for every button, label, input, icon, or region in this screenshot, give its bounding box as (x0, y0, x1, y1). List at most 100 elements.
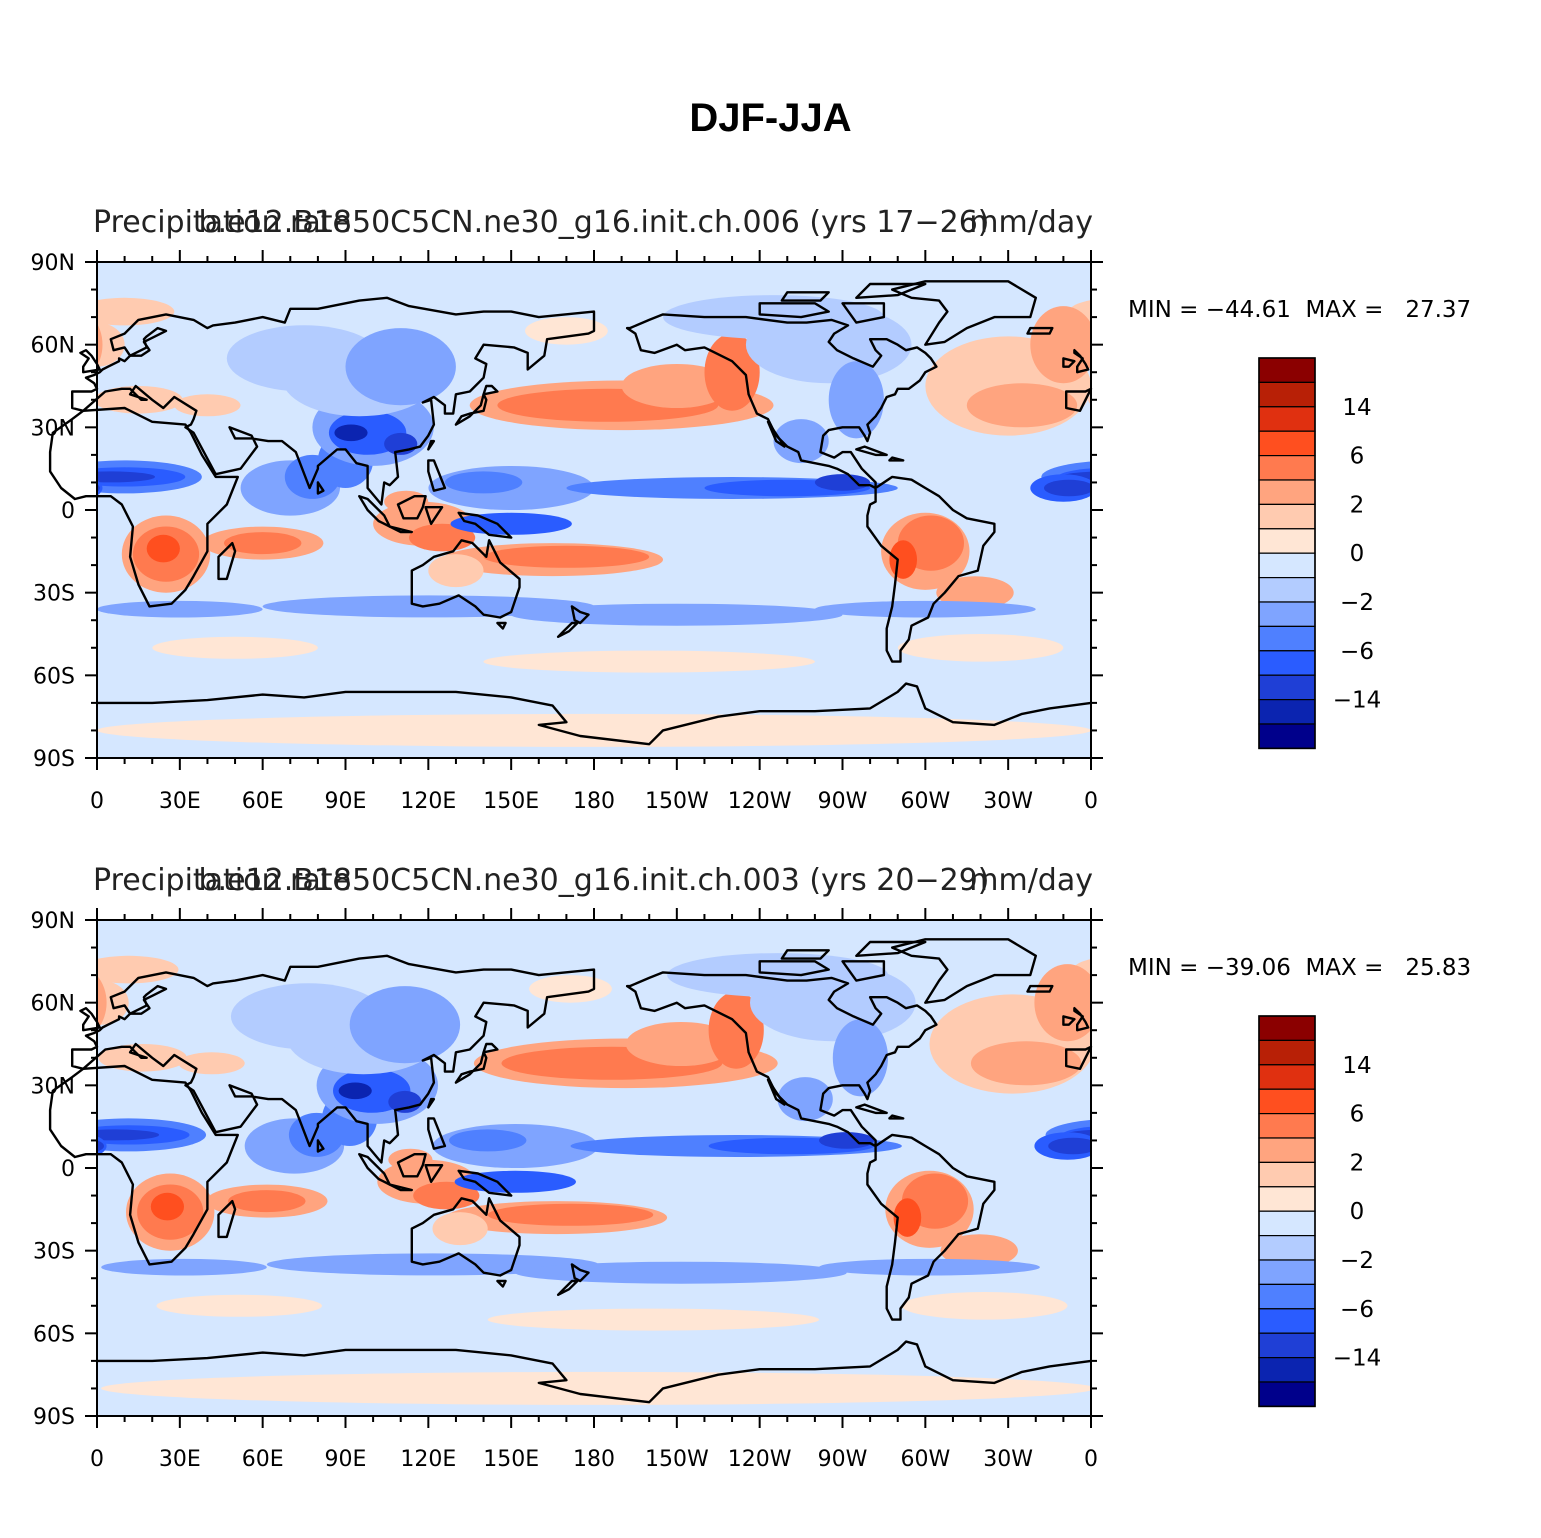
colorbar-swatch (1258, 699, 1316, 725)
coastline (316, 481, 325, 495)
colorbar-swatch (1258, 1088, 1316, 1115)
y-tick-label: 90S (33, 747, 75, 772)
coastline (48, 406, 240, 608)
precip-contour (889, 540, 917, 579)
coastline (97, 1340, 1092, 1404)
coastline (128, 984, 168, 1015)
colorbar-swatch (1258, 1210, 1316, 1237)
coastline (625, 971, 938, 1148)
precip-contour (940, 1234, 1018, 1268)
precip-contour (704, 333, 760, 411)
precip-contour (345, 328, 456, 406)
precip-contour (1048, 1137, 1091, 1155)
precip-contour (483, 650, 815, 673)
colorbar-swatch (1258, 357, 1316, 383)
coastline (1026, 326, 1054, 335)
panel-left-title: Precipitation rate (93, 863, 351, 898)
coastline (128, 326, 168, 357)
y-tick-label: 60N (31, 334, 75, 359)
colorbar-swatch (1258, 1137, 1316, 1163)
precip-contour (432, 1212, 488, 1246)
colorbar-swatch (1258, 1113, 1316, 1139)
x-tick-label: 0 (90, 1447, 104, 1472)
coastline (766, 1078, 786, 1106)
colorbar-label: 0 (1350, 1199, 1365, 1225)
precip-contour (97, 975, 107, 1030)
coastline (780, 291, 830, 302)
precip-contour (150, 1192, 184, 1221)
precip-contour (97, 1129, 160, 1141)
colorbar-swatch (1258, 528, 1316, 554)
y-tick-label: 90N (31, 909, 75, 934)
coastline (780, 949, 830, 960)
panel-case-title: b.e12.B1850C5CN.ne30_g16.init.ch.006 (yr… (198, 205, 989, 240)
precip-contour (777, 1077, 833, 1122)
y-tick-label: 60N (31, 992, 75, 1017)
precip-contour (349, 986, 461, 1064)
colorbar-swatch (1258, 577, 1316, 603)
coastline (424, 506, 444, 525)
min-max-label: MIN = −39.06 MAX = 25.83 (1128, 955, 1471, 981)
colorbar-swatch (1258, 552, 1316, 579)
coastline (758, 302, 830, 319)
coastline (758, 960, 830, 977)
x-tick-label: 90E (325, 789, 367, 814)
colorbar-swatch (1258, 1039, 1316, 1066)
precip-contour (511, 603, 843, 626)
x-tick-label: 150W (645, 1447, 709, 1472)
colorbar-swatch (1258, 625, 1316, 652)
colorbar-swatch (1258, 1161, 1316, 1188)
colorbar-label: −14 (1333, 688, 1382, 714)
coastline (891, 938, 1038, 1004)
y-tick-label: 30S (33, 582, 75, 607)
coastline (556, 1279, 579, 1296)
x-tick-label: 120W (728, 789, 792, 814)
coastline (217, 541, 237, 581)
colorbar-label: 14 (1342, 1053, 1371, 1079)
colorbar (1258, 1015, 1316, 1408)
coastline (888, 1114, 905, 1120)
colorbar-swatch (1258, 1381, 1316, 1407)
map-panel-2: 0 30E 60E 90E 120E 150E 180 150W 120W 90W 60W 30W 09… (31, 863, 1472, 1472)
colorbar-swatch (1258, 503, 1316, 530)
precip-field (97, 262, 1091, 758)
map-panel-1: 0 30E 60E 90E 120E 150E 180 150W 120W 90W 60W 30W 09… (31, 205, 1472, 814)
coastline (891, 280, 1038, 346)
coastline (570, 1263, 590, 1283)
precip-contour (1092, 1044, 1180, 1072)
colorbar-swatch (1258, 723, 1316, 749)
coastline (457, 511, 513, 539)
panel-units: mm/day (969, 863, 1093, 898)
colorbar-swatch (1258, 381, 1316, 408)
y-tick-label: 90N (31, 251, 75, 276)
coastline (855, 940, 927, 958)
precip-contour (334, 424, 368, 442)
colorbar-swatch (1258, 1308, 1316, 1334)
coastline (841, 302, 886, 324)
colorbar-swatch (1258, 1332, 1316, 1359)
y-tick-label: 30N (31, 1074, 75, 1099)
coastline (427, 1097, 436, 1109)
x-tick-label: 120E (400, 1447, 456, 1472)
colorbar-swatch (1258, 1259, 1316, 1285)
precip-contour (1044, 479, 1091, 497)
precip-contour (97, 323, 103, 366)
precip-contour (936, 576, 1014, 610)
precip-contour (156, 1294, 322, 1317)
precip-contour (625, 1022, 737, 1066)
coastline (888, 456, 905, 462)
precip-contour (966, 383, 1078, 428)
x-tick-label: 180 (573, 789, 615, 814)
x-tick-label: 30W (983, 789, 1033, 814)
precip-contour (226, 325, 382, 392)
precip-contour (1088, 394, 1091, 405)
colorbar-swatch (1258, 455, 1316, 481)
y-tick-label: 60S (33, 664, 75, 689)
colorbar-label: 6 (1350, 1102, 1365, 1128)
precip-contour (224, 532, 302, 555)
precip-contour (97, 297, 175, 326)
precip-contour (814, 474, 871, 491)
precip-contour (97, 322, 125, 367)
x-tick-label: 60E (242, 789, 284, 814)
precip-contour (487, 1308, 820, 1331)
